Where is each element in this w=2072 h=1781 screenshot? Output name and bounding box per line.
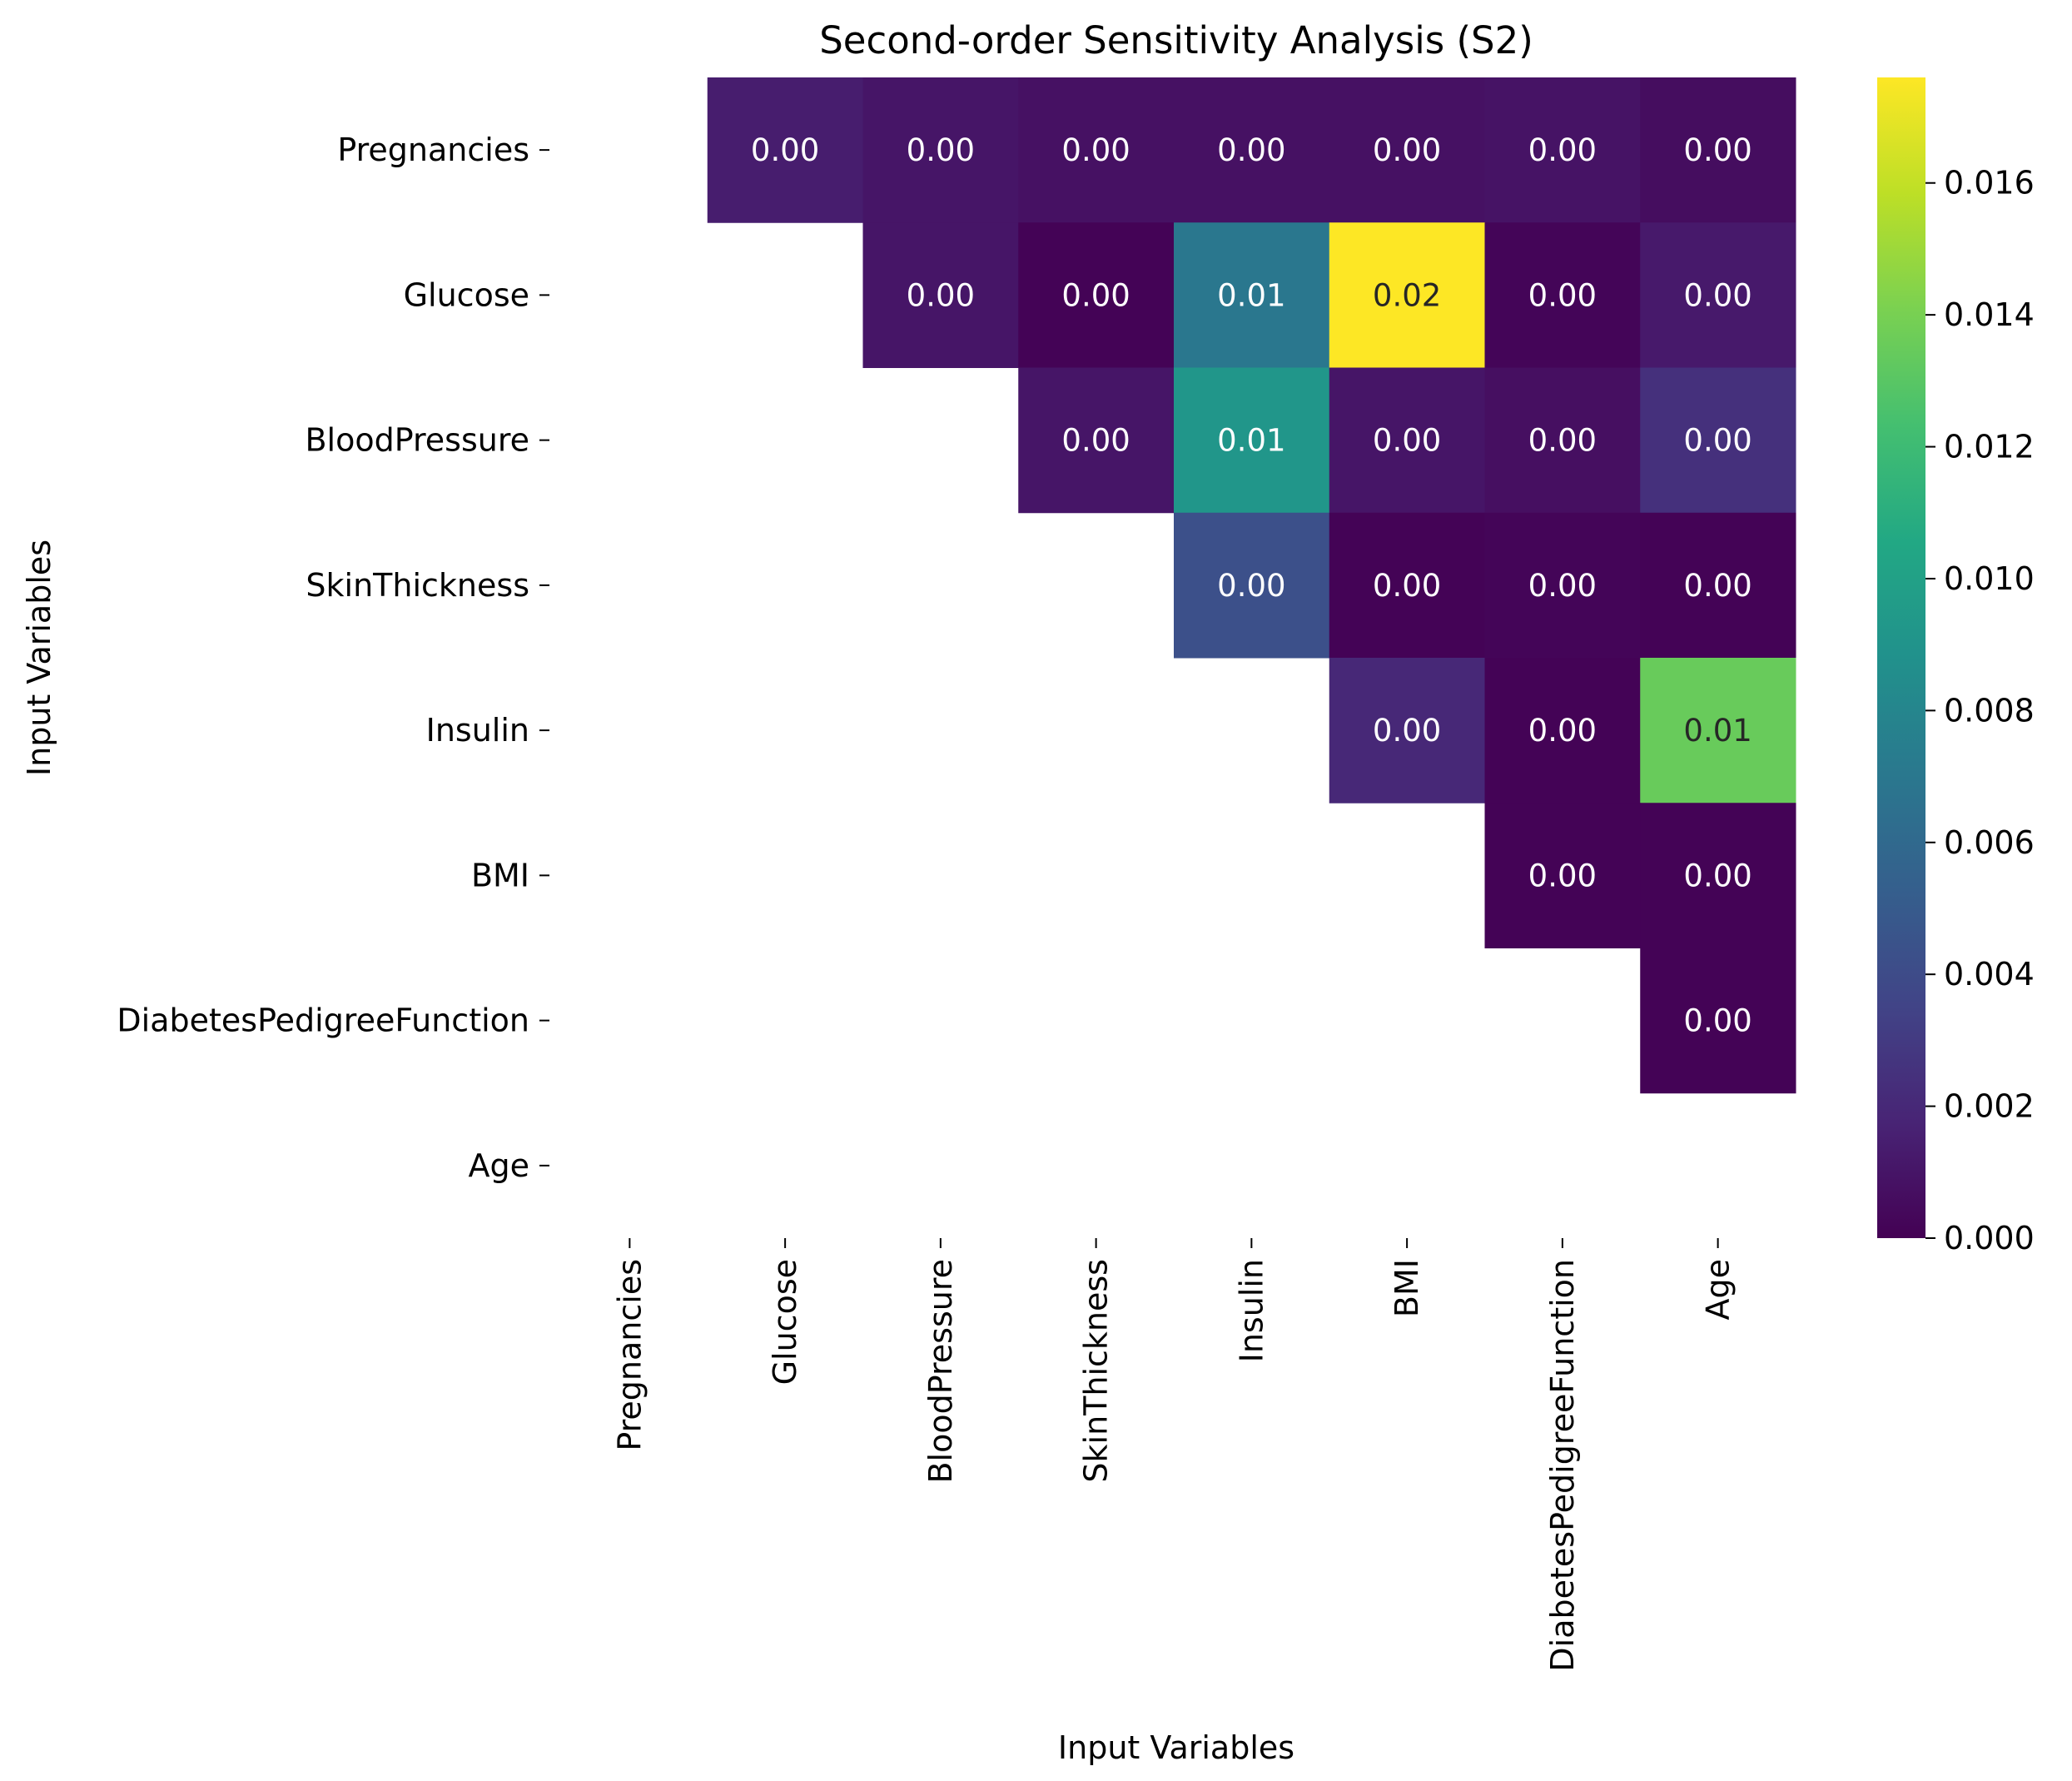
cell-value-label: 0.01 [1217,423,1285,459]
colorbar-tick-label: 0.008 [1944,692,2035,729]
x-tick-label: Pregnancies [611,1259,648,1451]
x-axis-label: Input Variables [1058,1729,1294,1766]
y-tick-label: SkinThickness [306,567,529,604]
cell-value-label: 0.00 [1528,277,1597,313]
heatmap-cell [1174,512,1330,659]
cell-value-label: 0.00 [1683,1003,1752,1039]
y-tick-label: Age [469,1147,530,1184]
heatmap-cell [1174,367,1330,514]
cell-value-label: 0.00 [907,132,975,168]
x-tick-label: SkinThickness [1078,1259,1115,1483]
y-tick-label: DiabetesPedigreeFunction [117,1002,529,1039]
cell-value-label: 0.00 [907,277,975,313]
heatmap-cell [1640,803,1796,948]
heatmap-cell [707,77,863,223]
x-tick-label: Insulin [1233,1259,1270,1362]
heatmap-cell [1174,222,1330,368]
heatmap-cell [1018,222,1175,368]
heatmap-cell [1174,77,1330,223]
colorbar-tick-label: 0.004 [1944,956,2035,992]
heatmap-cell [1329,77,1485,223]
colorbar-gradient [1877,77,1925,1238]
heatmap-cell [1640,77,1796,223]
heatmap-cell [1640,948,1796,1094]
heatmap-cell [1640,222,1796,368]
x-tick-label: BMI [1389,1259,1425,1317]
chart-title: Second-order Sensitivity Analysis (S2) [819,18,1533,62]
heatmap-cell [1018,77,1175,223]
heatmap-cell [1484,803,1641,948]
x-tick-label: BloodPressure [922,1259,959,1484]
heatmap-cell [1484,367,1641,514]
y-tick-label: BloodPressure [305,422,529,459]
heatmap-cell [1484,512,1641,659]
colorbar-tick-label: 0.012 [1944,429,2035,465]
heatmap-cell [1329,367,1485,514]
cell-value-label: 0.00 [1683,858,1752,893]
heatmap-cell [1329,512,1485,659]
cell-value-label: 0.00 [1217,568,1285,604]
cell-value-label: 0.00 [1061,277,1130,313]
cell-value-label: 0.00 [1373,713,1441,749]
x-tick-label: Age [1700,1259,1737,1321]
heatmap-cell [1640,367,1796,514]
cell-value-label: 0.00 [1528,568,1597,604]
cell-value-label: 0.00 [1061,132,1130,168]
heatmap-cells [707,77,1796,1094]
heatmap-cell [1329,222,1485,368]
cell-value-label: 0.00 [1683,277,1752,313]
x-axis: Pregnancies Glucose BloodPressure SkinThick… [611,1238,1737,1672]
cell-value-label: 0.00 [1528,423,1597,459]
heatmap-cell [1640,658,1796,803]
colorbar-tick-label: 0.006 [1944,824,2035,861]
heatmap-cell [1484,658,1641,803]
cell-value-label: 0.00 [1217,132,1285,168]
cell-value-label: 0.00 [1373,132,1441,168]
colorbar-tick-label: 0.000 [1944,1220,2035,1256]
cell-value-label: 0.00 [1373,423,1441,459]
heatmap-cell [1484,77,1641,223]
cell-value-label: 0.00 [1528,713,1597,749]
heatmap-cell [862,77,1019,223]
y-tick-label: Pregnancies [337,132,529,168]
y-tick-label: Insulin [426,712,529,749]
y-axis: Pregnancies Glucose BloodPressure SkinThick… [117,132,549,1184]
x-tick-label: Glucose [767,1259,803,1385]
colorbar-tick-label: 0.010 [1944,560,2035,597]
cell-value-label: 0.00 [1683,132,1752,168]
colorbar-tick-label: 0.016 [1944,165,2035,201]
heatmap-cell [862,222,1019,368]
cell-value-label: 0.00 [751,132,819,168]
cell-value-label: 0.00 [1528,858,1597,893]
y-tick-label: Glucose [404,276,529,313]
heatmap-annotations: 0.00 0.00 0.00 0.00 0.00 0.00 0.00 0.00 0.00 0.01… [751,132,1752,1039]
cell-value-label: 0.00 [1061,423,1130,459]
colorbar-tick-label: 0.014 [1944,296,2035,333]
x-tick-label: DiabetesPedigreeFunction [1544,1259,1581,1672]
cell-value-label: 0.00 [1528,132,1597,168]
cell-value-label: 0.00 [1683,568,1752,604]
cell-value-label: 0.00 [1683,423,1752,459]
heatmap-cell [1640,512,1796,659]
heatmap-cell [1018,367,1175,514]
y-axis-label: Input Variables [21,540,57,776]
cell-value-label: 0.02 [1373,277,1441,313]
colorbar: 0.000 0.002 0.004 0.006 0.008 0.010 0.012 0.014… [1877,77,2035,1256]
heatmap-cell [1329,658,1485,803]
colorbar-tick-label: 0.002 [1944,1088,2035,1125]
cell-value-label: 0.01 [1683,713,1752,749]
heatmap-cell [1484,222,1641,368]
y-tick-label: BMI [471,857,529,893]
cell-value-label: 0.00 [1373,568,1441,604]
cell-value-label: 0.01 [1217,277,1285,313]
